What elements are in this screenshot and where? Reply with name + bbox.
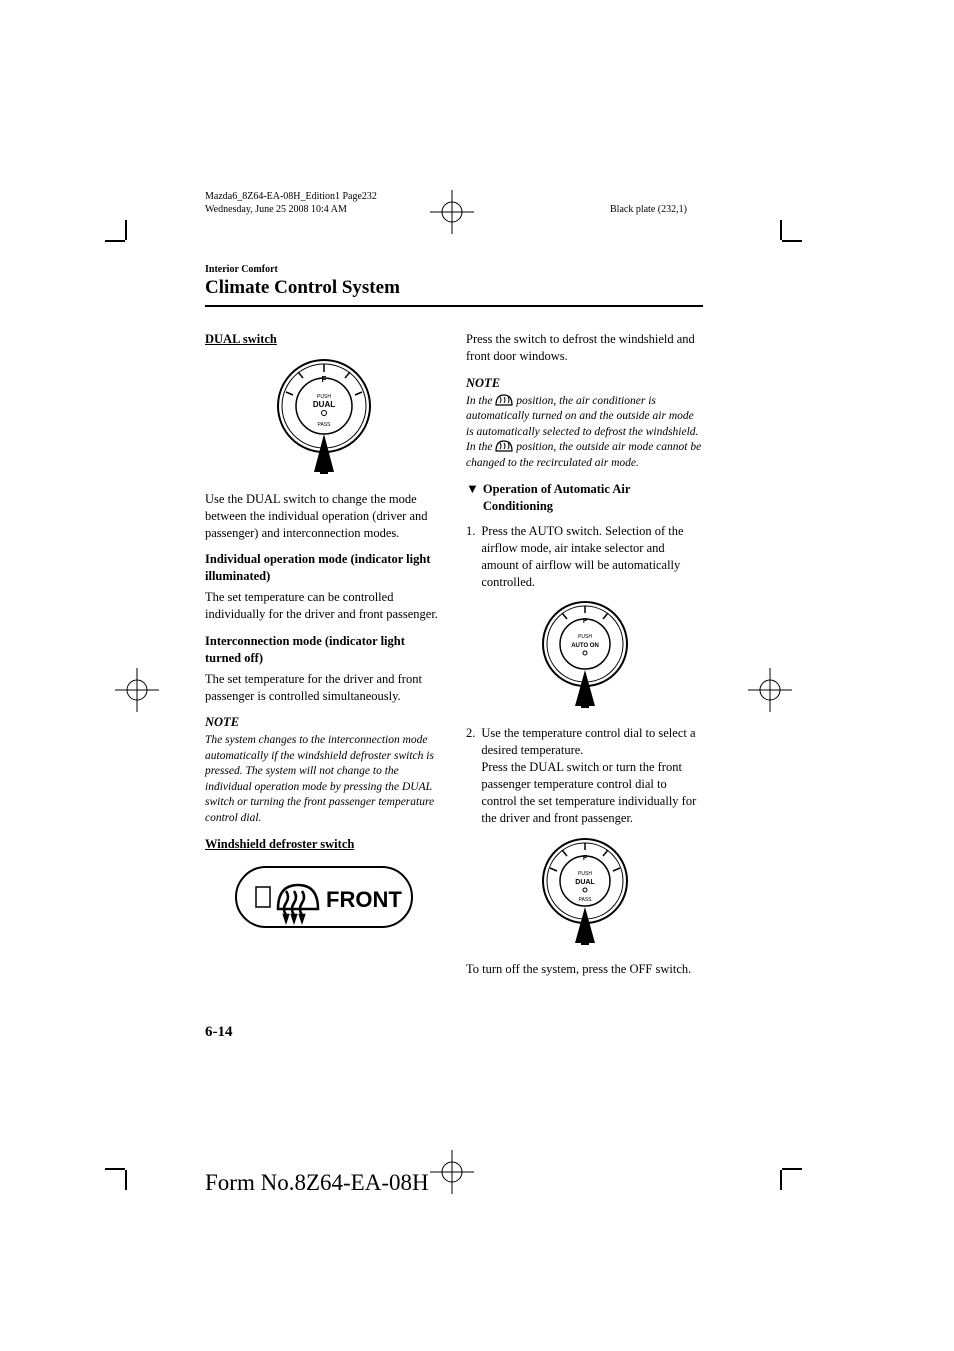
step-2-text-b: Press the DUAL switch or turn the front … [481, 760, 696, 825]
left-note-label: NOTE [205, 714, 442, 731]
turn-off-para: To turn off the system, press the OFF sw… [466, 961, 703, 978]
page-number: 6-14 [205, 1024, 705, 1041]
right-note-body: In the position, the air conditioner is … [466, 394, 703, 472]
form-number: Form No.8Z64-EA-08H [205, 1170, 429, 1196]
step-1: 1. Press the AUTO switch. Selection of t… [466, 523, 703, 591]
doc-meta-line2: Wednesday, June 25 2008 10:4 AM [205, 203, 705, 216]
dial-f-label: F [321, 375, 326, 384]
svg-text:F: F [582, 855, 587, 862]
step-2-text: Use the temperature control dial to sele… [481, 725, 703, 826]
crop-mark-bottom-left [125, 1130, 165, 1170]
press-switch-para: Press the switch to defrost the windshie… [466, 331, 703, 365]
crop-mark-bottom-right [742, 1130, 782, 1170]
interconnection-mode-body: The set temperature for the driver and f… [205, 671, 442, 705]
front-button-label: FRONT [326, 887, 402, 912]
svg-text:DUAL: DUAL [575, 879, 595, 886]
dual-switch-description: Use the DUAL switch to change the mode b… [205, 491, 442, 542]
svg-text:PUSH: PUSH [578, 634, 592, 640]
operation-heading: ▼ Operation of Automatic Air Conditionin… [466, 481, 703, 515]
step-number: 1. [466, 523, 475, 591]
note-body-part-a: In the [466, 395, 495, 407]
dual-dial-figure-2: F PUSH DUAL PASS [466, 835, 703, 950]
registration-bottom-center [430, 1150, 474, 1194]
step-2-text-a: Use the temperature control dial to sele… [481, 726, 695, 757]
dual-switch-heading: DUAL switch [205, 331, 442, 348]
svg-text:AUTO ON: AUTO ON [571, 643, 599, 649]
svg-text:F: F [582, 618, 587, 625]
step-1-text: Press the AUTO switch. Selection of the … [481, 523, 703, 591]
operation-heading-text: Operation of Automatic Air Conditioning [483, 481, 703, 515]
individual-mode-body: The set temperature can be controlled in… [205, 589, 442, 623]
registration-right [748, 668, 792, 712]
interconnection-mode-heading: Interconnection mode (indicator light tu… [205, 633, 442, 667]
svg-text:PASS: PASS [578, 897, 592, 903]
svg-text:PUSH: PUSH [578, 871, 592, 877]
doc-meta-line1: Mazda6_8Z64-EA-08H_Edition1 Page232 [205, 190, 705, 203]
step-2: 2. Use the temperature control dial to s… [466, 725, 703, 826]
title-rule [205, 305, 703, 307]
dial-dual-label: DUAL [312, 400, 334, 409]
defrost-icon [495, 440, 513, 452]
defrost-icon [495, 394, 513, 406]
step-number: 2. [466, 725, 475, 826]
section-title: Climate Control System [205, 277, 705, 299]
triangle-bullet-icon: ▼ [466, 481, 479, 497]
dual-dial-figure: F PUSH DUAL PASS [205, 356, 442, 479]
defroster-switch-heading: Windshield defroster switch [205, 836, 442, 853]
registration-left [115, 668, 159, 712]
left-column: DUAL switch F PUSH DUAL [205, 331, 442, 988]
crop-mark-top-right [742, 240, 782, 280]
individual-mode-heading: Individual operation mode (indicator lig… [205, 551, 442, 585]
dial-pass-label: PASS [317, 422, 331, 428]
auto-dial-figure: F PUSH AUTO ON [466, 598, 703, 713]
right-column: Press the switch to defrost the windshie… [466, 331, 703, 988]
left-note-body: The system changes to the interconnectio… [205, 733, 442, 826]
front-button-figure: FRONT [205, 865, 442, 934]
right-note-label: NOTE [466, 375, 703, 392]
section-label: Interior Comfort [205, 264, 705, 275]
crop-mark-top-left [125, 240, 165, 280]
